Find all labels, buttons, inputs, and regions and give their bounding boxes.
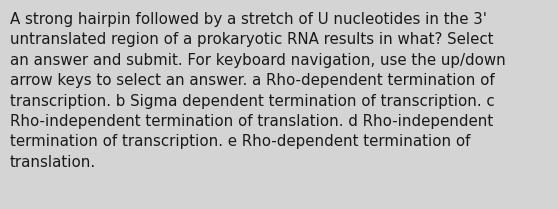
Text: A strong hairpin followed by a stretch of U nucleotides in the 3'
untranslated r: A strong hairpin followed by a stretch o… [10, 12, 506, 170]
